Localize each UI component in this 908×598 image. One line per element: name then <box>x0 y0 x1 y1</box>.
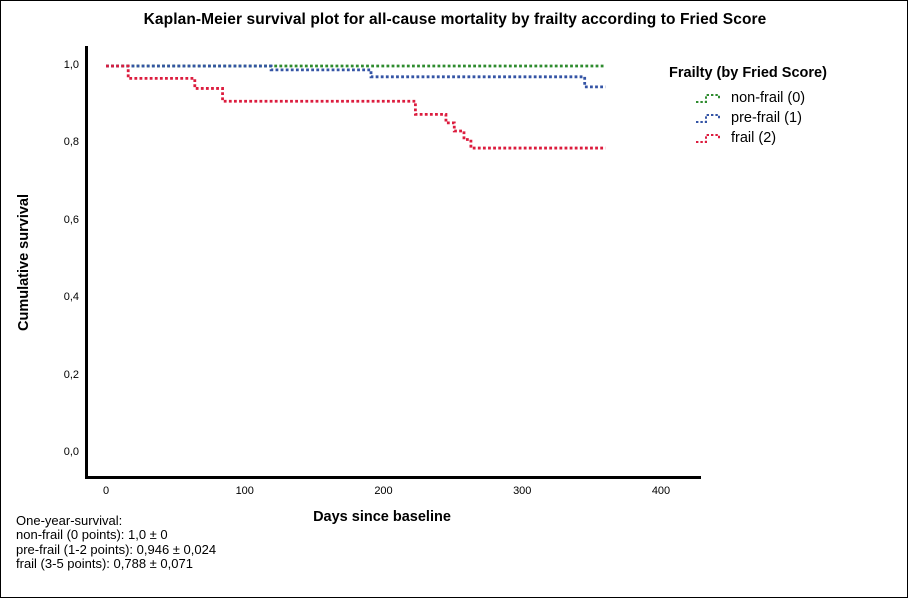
y-tick-label: 1,0 <box>63 59 79 71</box>
legend-entry: pre-frail (1) <box>669 108 901 128</box>
y-axis-title: Cumulative survival <box>16 194 32 331</box>
y-tick-label: 0,2 <box>63 368 79 381</box>
x-tick-label: 0 <box>102 485 110 497</box>
footnote-line: pre-frail (1-2 points): 0,946 ± 0,024 <box>16 541 217 557</box>
legend-entry: frail (2) <box>669 128 901 148</box>
x-tick-label: 100 <box>235 485 254 497</box>
legend-step-symbol <box>696 134 720 143</box>
series-pre-frail-1 <box>106 64 606 89</box>
series-frail-2 <box>106 64 606 150</box>
x-axis-title: Days since baseline <box>313 509 451 525</box>
footnote: One-year-survival: non-frail (0 points): … <box>16 513 217 572</box>
chart-title: Kaplan-Meier survival plot for all-cause… <box>143 11 767 28</box>
legend: Frailty (by Fried Score) non-frail (0) pr… <box>669 65 901 148</box>
x-tick-label: 200 <box>374 485 393 497</box>
legend-step-symbol <box>696 94 720 103</box>
legend-title: Frailty (by Fried Score) <box>669 65 827 81</box>
footnote-line: One-year-survival: <box>16 513 123 528</box>
y-tick-label: 0,0 <box>63 446 79 458</box>
legend-entry: non-frail (0) <box>669 88 901 108</box>
y-tick-label: 0,6 <box>63 213 79 226</box>
legend-entry-label: non-frail (0) <box>731 90 806 106</box>
footnote-line: non-frail (0 points): 1,0 ± 0 <box>16 527 168 543</box>
footnote-line: frail (3-5 points): 0,788 ± 0,071 <box>16 556 193 572</box>
x-tick-label: 300 <box>513 485 532 497</box>
legend-step-symbol <box>696 114 720 123</box>
y-tick-label: 0,8 <box>63 136 79 149</box>
legend-entries: non-frail (0) pre-frail (1) frail (2) <box>669 88 901 148</box>
y-tick-label: 0,4 <box>63 291 79 304</box>
x-tick-label: 400 <box>651 485 671 497</box>
legend-entry-label: frail (2) <box>731 130 777 146</box>
legend-entry-label: pre-frail (1) <box>731 110 802 126</box>
